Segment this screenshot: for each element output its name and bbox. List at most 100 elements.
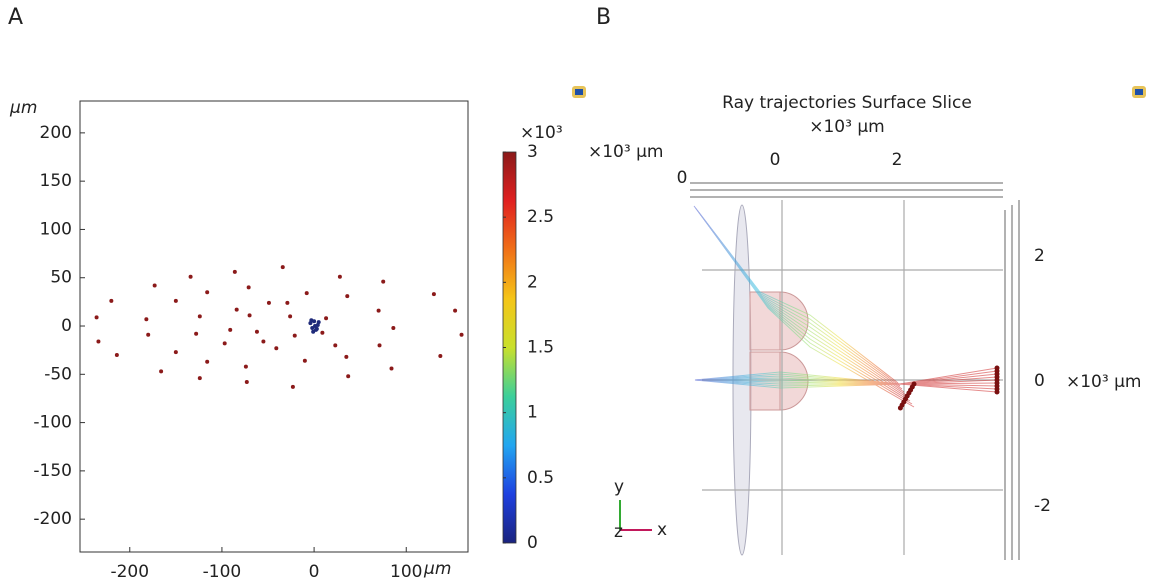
point xyxy=(246,285,251,290)
point xyxy=(316,320,321,325)
y-tick-label: -200 xyxy=(33,509,72,529)
point xyxy=(376,308,381,313)
point xyxy=(173,350,178,355)
point xyxy=(244,380,249,385)
point xyxy=(194,331,199,336)
point xyxy=(152,283,157,288)
point xyxy=(320,330,325,335)
point xyxy=(346,374,351,379)
point xyxy=(261,339,266,344)
detector-hit xyxy=(994,389,1000,395)
point xyxy=(205,359,210,364)
ray xyxy=(694,379,998,390)
point xyxy=(377,343,382,348)
colorbar-tick-label: 2 xyxy=(527,272,538,292)
point xyxy=(234,307,239,312)
point xyxy=(337,274,342,279)
ray xyxy=(693,205,899,384)
point xyxy=(345,294,350,299)
x-tick-label: 0 xyxy=(309,562,320,582)
point xyxy=(96,339,101,344)
colorbar-tick-label: 0.5 xyxy=(527,468,554,488)
point xyxy=(280,265,285,270)
y-axis-label: μm xyxy=(9,98,37,118)
colorbar-tick-label: 0 xyxy=(527,533,538,553)
ray xyxy=(694,379,998,387)
y-tick-label: 100 xyxy=(40,219,72,239)
point xyxy=(288,314,293,319)
colorbar-tick-label: 3 xyxy=(527,142,538,162)
point xyxy=(324,316,329,321)
x-tick-label: 100 xyxy=(390,562,422,582)
y-tick-label: -50 xyxy=(44,364,72,384)
point xyxy=(94,315,99,320)
x-axis-label: ×10³ μm xyxy=(809,117,884,137)
point xyxy=(290,384,295,389)
y-tick-label: -2 xyxy=(1034,496,1051,516)
point xyxy=(114,352,119,357)
ray xyxy=(694,373,998,385)
y-tick-label: -150 xyxy=(33,461,72,481)
colorbar-tick-label: 1 xyxy=(527,403,538,423)
panel-label: A xyxy=(8,5,23,30)
detector-hit xyxy=(897,405,903,411)
point xyxy=(391,325,396,330)
point xyxy=(313,324,318,329)
point xyxy=(197,376,202,381)
point xyxy=(232,269,237,274)
point xyxy=(292,333,297,338)
colorbar-label: ×10³ xyxy=(520,123,563,143)
ray xyxy=(694,367,998,385)
triad-label: x xyxy=(657,520,667,540)
point xyxy=(144,317,149,322)
panel-label: B xyxy=(596,5,611,30)
ray xyxy=(694,376,998,385)
point xyxy=(222,341,227,346)
icon xyxy=(1135,89,1143,95)
point xyxy=(109,298,114,303)
colorbar-tick-label: 2.5 xyxy=(527,207,554,227)
x-tick-label: -100 xyxy=(203,562,242,582)
ray xyxy=(694,379,998,393)
point xyxy=(304,291,309,296)
point xyxy=(438,353,443,358)
ray xyxy=(705,221,915,408)
point xyxy=(173,298,178,303)
colorbar-tick-label: 1.5 xyxy=(527,338,554,358)
x-axis-label: μm xyxy=(423,559,451,579)
y-tick-label: 0 xyxy=(1034,371,1045,391)
point xyxy=(266,300,271,305)
y-tick-label: 2 xyxy=(1034,246,1045,266)
point xyxy=(389,366,394,371)
point xyxy=(459,332,464,337)
y-axis-label: ×10³ μm xyxy=(1066,372,1141,392)
ray xyxy=(694,370,998,385)
point xyxy=(243,364,248,369)
point xyxy=(314,326,319,331)
triad-label: z xyxy=(614,522,623,542)
point xyxy=(431,292,436,297)
y-tick-label: -100 xyxy=(33,413,72,433)
y-tick-label: 0 xyxy=(61,316,72,336)
x-tick-label: 0 xyxy=(770,150,781,170)
point xyxy=(188,274,193,279)
point xyxy=(333,343,338,348)
x-tick-label: -200 xyxy=(110,562,149,582)
point xyxy=(159,369,164,374)
ray xyxy=(694,379,998,385)
y-tick-label: 150 xyxy=(40,171,72,191)
point xyxy=(309,318,314,323)
y-tick-label: 200 xyxy=(40,123,72,143)
point xyxy=(146,332,151,337)
point xyxy=(381,279,386,284)
icon xyxy=(575,89,583,95)
ray xyxy=(695,379,998,385)
point xyxy=(453,308,458,313)
x-tick-label: 2 xyxy=(892,150,903,170)
point xyxy=(197,314,202,319)
point xyxy=(285,300,290,305)
triad-label: y xyxy=(614,477,624,497)
point xyxy=(205,290,210,295)
point xyxy=(311,329,316,334)
